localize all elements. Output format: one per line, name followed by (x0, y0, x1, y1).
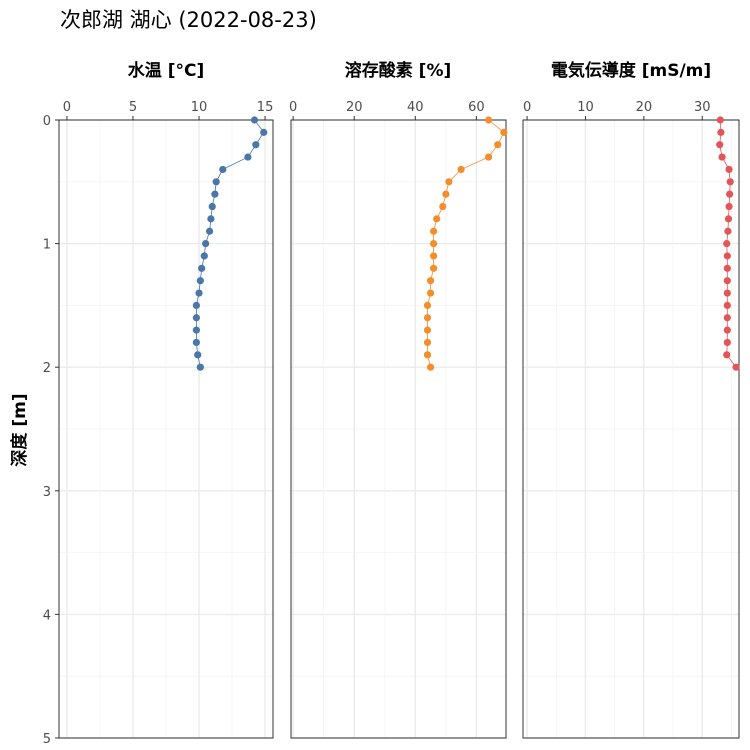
data-point-conductivity (724, 215, 733, 223)
data-point-dissolved-oxygen (433, 215, 441, 223)
data-point-dissolved-oxygen (484, 116, 493, 124)
panel-title-water-temperature: 水温 [°C] (128, 60, 204, 81)
x-tick-label: 60 (468, 100, 485, 115)
data-point-dissolved-oxygen (439, 202, 447, 211)
data-point-dissolved-oxygen (445, 178, 453, 186)
data-point-water-temperature (252, 141, 260, 149)
data-point-water-temperature (211, 190, 219, 198)
data-point-water-temperature (212, 178, 220, 186)
data-point-dissolved-oxygen (430, 240, 438, 248)
data-point-dissolved-oxygen (423, 338, 432, 347)
x-tick-label: 0 (63, 100, 71, 115)
data-point-water-temperature (196, 363, 204, 371)
data-point-water-temperature (205, 227, 214, 235)
data-point-water-temperature (200, 252, 208, 260)
y-tick-label: 0 (43, 114, 51, 129)
data-point-dissolved-oxygen (426, 277, 435, 285)
y-axis-title: 深度 [m] (9, 393, 30, 466)
data-point-conductivity (726, 190, 734, 198)
x-tick-label: 40 (407, 100, 424, 115)
data-point-conductivity (723, 326, 731, 334)
data-point-water-temperature (219, 165, 227, 174)
y-tick-label: 2 (43, 361, 51, 376)
data-point-water-temperature (194, 351, 202, 359)
data-point-conductivity (726, 178, 734, 186)
data-point-conductivity (724, 227, 732, 235)
x-tick-label: 0 (523, 100, 531, 115)
y-axis-ticks: 0 1 2 3 4 5 (43, 114, 59, 747)
x-tick-label: 20 (346, 100, 363, 115)
data-point-water-temperature (192, 314, 200, 322)
y-tick-label: 3 (43, 485, 51, 500)
data-point-dissolved-oxygen (500, 128, 508, 136)
data-point-conductivity (723, 289, 731, 297)
data-point-water-temperature (202, 240, 210, 248)
data-point-dissolved-oxygen (442, 190, 450, 198)
panel-border (290, 119, 507, 739)
data-point-dissolved-oxygen (430, 252, 438, 260)
y-tick-label: 1 (43, 238, 51, 253)
data-point-water-temperature (195, 289, 203, 297)
data-point-water-temperature (260, 128, 268, 136)
x-tick-label: 0 (289, 100, 297, 115)
panel-water-temperature: 水温 [°C] 0 5 10 15 (58, 60, 274, 739)
data-point-conductivity (723, 338, 731, 347)
data-point-conductivity (716, 116, 724, 124)
data-point-conductivity (723, 314, 731, 322)
panel-title-dissolved-oxygen: 溶存酸素 [%] (345, 60, 452, 81)
data-point-water-temperature (196, 277, 204, 285)
data-point-conductivity (718, 153, 726, 161)
panel-border (522, 119, 740, 739)
data-point-dissolved-oxygen (426, 289, 435, 297)
data-point-dissolved-oxygen (494, 141, 502, 149)
chart-title: 次郎湖 湖心 (2022-08-23) (60, 8, 317, 32)
data-point-dissolved-oxygen (430, 227, 438, 235)
data-point-dissolved-oxygen (430, 264, 438, 272)
x-tick-label: 10 (191, 100, 208, 115)
data-point-dissolved-oxygen (484, 153, 493, 161)
x-tick-label: 30 (694, 100, 711, 115)
data-point-conductivity (723, 301, 731, 309)
panel-conductivity: 電気伝導度 [mS/m] 0 10 20 30 (522, 60, 740, 739)
x-tick-label: 5 (129, 100, 137, 115)
data-point-dissolved-oxygen (457, 165, 465, 174)
data-point-conductivity (723, 264, 731, 272)
data-point-dissolved-oxygen (423, 326, 432, 334)
data-point-conductivity (716, 141, 724, 149)
panel-border (58, 119, 274, 739)
x-tick-label: 20 (636, 100, 653, 115)
data-point-conductivity (732, 363, 740, 371)
data-point-conductivity (717, 128, 725, 136)
data-point-dissolved-oxygen (423, 301, 432, 309)
data-point-dissolved-oxygen (423, 314, 432, 322)
data-point-conductivity (725, 165, 733, 174)
data-point-conductivity (725, 202, 733, 211)
x-tick-label: 15 (257, 100, 274, 115)
data-point-conductivity (723, 277, 731, 285)
y-tick-label: 4 (43, 608, 51, 623)
data-point-water-temperature (208, 202, 216, 211)
data-point-water-temperature (192, 338, 200, 347)
data-point-dissolved-oxygen (423, 351, 432, 359)
data-point-water-temperature (198, 264, 206, 272)
panel-dissolved-oxygen: 溶存酸素 [%] 0 20 40 60 (289, 60, 508, 739)
y-tick-label: 5 (43, 732, 51, 747)
data-point-dissolved-oxygen (426, 363, 435, 371)
data-point-conductivity (723, 252, 731, 260)
data-point-water-temperature (244, 153, 252, 161)
x-tick-label: 10 (577, 100, 594, 115)
data-point-water-temperature (192, 326, 200, 334)
data-point-conductivity (723, 240, 731, 248)
data-point-water-temperature (192, 301, 200, 309)
data-point-water-temperature (250, 116, 259, 124)
panel-title-conductivity: 電気伝導度 [mS/m] (551, 60, 711, 81)
data-point-conductivity (723, 351, 731, 359)
data-point-water-temperature (207, 215, 215, 223)
